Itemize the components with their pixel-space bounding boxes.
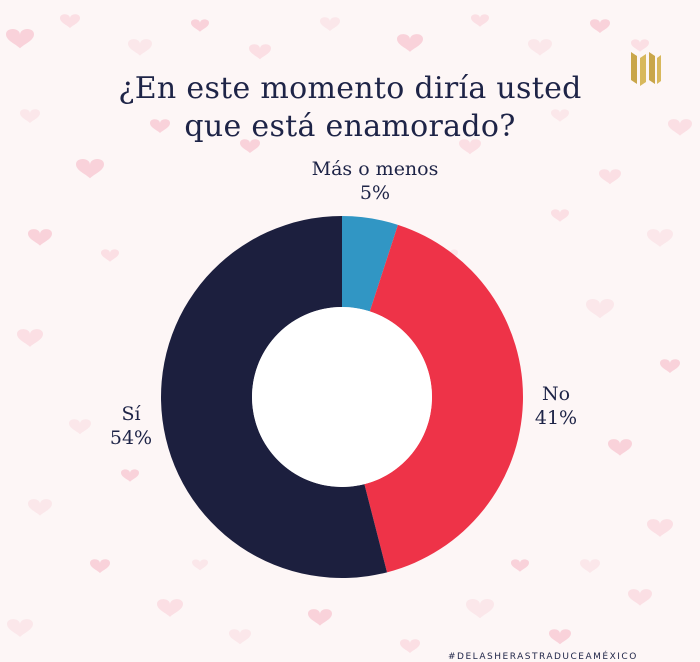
- heart-decoration-icon: [229, 629, 251, 645]
- title-line-1: ¿En este momento diría usted: [118, 71, 582, 106]
- heart-decoration-icon: [90, 559, 110, 573]
- heart-decoration-icon: [320, 17, 340, 31]
- heart-decoration-icon: [459, 139, 481, 155]
- heart-decoration-icon: [240, 139, 260, 153]
- heart-decoration-icon: [17, 329, 43, 347]
- heart-decoration-icon: [471, 14, 489, 27]
- heart-decoration-icon: [400, 639, 420, 653]
- footer-hashtag: #DELASHERASTRADUCEAMÉXICO: [448, 652, 638, 662]
- heart-decoration-icon: [157, 599, 183, 617]
- slice-mas-o-menos: [342, 216, 398, 312]
- heart-decoration-icon: [668, 119, 692, 136]
- heart-decoration-icon: [590, 19, 610, 33]
- slice-value-si: 54%: [109, 427, 153, 449]
- heart-decoration-icon: [549, 629, 571, 645]
- chart-title: ¿En este momento diría usted que está en…: [0, 70, 700, 146]
- heart-decoration-icon: [69, 419, 91, 435]
- heart-decoration-icon: [249, 44, 271, 60]
- heart-decoration-icon: [28, 499, 52, 516]
- heart-decoration-icon: [101, 249, 119, 262]
- heart-decoration-icon: [128, 39, 152, 56]
- slice-label-si: Sí 54%: [96, 402, 166, 450]
- heart-decoration-icon: [660, 359, 680, 373]
- heart-decoration-icon: [551, 209, 569, 222]
- heart-decoration-icon: [121, 469, 139, 482]
- heart-decoration-icon: [150, 119, 170, 133]
- slice-name-no: No: [541, 383, 571, 405]
- heart-decoration-icon: [586, 299, 614, 319]
- heart-decoration-icon: [7, 619, 33, 637]
- heart-decoration-icon: [28, 229, 52, 246]
- title-line-2: que está enamorado?: [184, 109, 516, 144]
- heart-decoration-icon: [647, 519, 673, 537]
- slice-name-si: Sí: [121, 403, 141, 425]
- slice-no: [364, 224, 524, 573]
- heart-decoration-icon: [6, 29, 34, 49]
- heart-decoration-icon: [599, 169, 621, 185]
- heart-decoration-icon: [628, 589, 652, 606]
- heart-decoration-icon: [397, 34, 423, 52]
- heart-decoration-icon: [76, 159, 104, 179]
- heart-decoration-icon: [466, 599, 494, 619]
- heart-decoration-icon: [528, 39, 552, 56]
- heart-decoration-icon: [631, 39, 649, 52]
- slice-si: [161, 216, 388, 578]
- heart-decoration-icon: [551, 109, 569, 122]
- heart-decoration-icon: [580, 559, 600, 573]
- heart-decoration-icon: [511, 559, 529, 572]
- slice-label-no: No 41%: [521, 382, 591, 430]
- slice-value-no: 41%: [534, 407, 578, 429]
- heart-decoration-icon: [608, 439, 632, 456]
- heart-decoration-icon: [308, 609, 332, 626]
- donut-hole: [252, 307, 432, 487]
- slice-name-mas-o-menos: Más o menos: [311, 158, 439, 180]
- heart-decoration-icon: [647, 229, 673, 247]
- heart-decoration-icon: [60, 14, 80, 28]
- heart-decoration-icon: [191, 19, 209, 32]
- heart-decoration-icon: [20, 109, 40, 123]
- slice-value-mas-o-menos: 5%: [359, 182, 391, 204]
- slice-label-mas-o-menos: Más o menos 5%: [300, 157, 450, 205]
- heart-decoration-icon: [192, 559, 208, 571]
- gold-bars-logo-icon: [631, 52, 661, 86]
